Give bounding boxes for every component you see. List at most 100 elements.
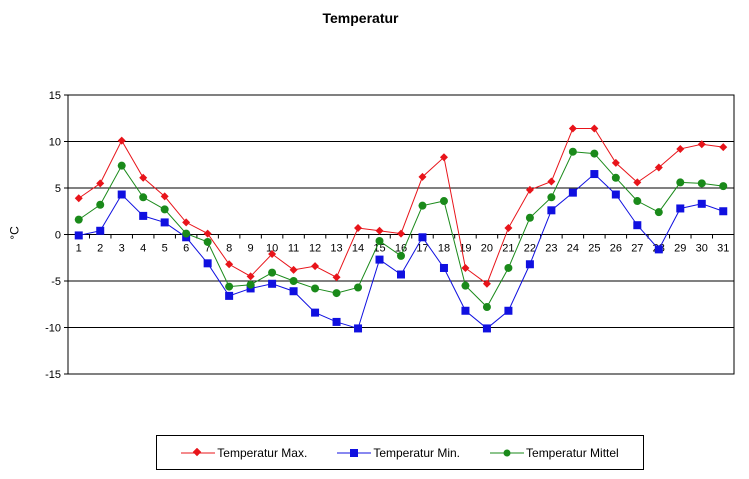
- data-point-max: [439, 153, 448, 162]
- data-point-mittel: [697, 179, 706, 188]
- data-point-min: [354, 324, 363, 333]
- legend: Temperatur Max. Temperatur Min. Temperat…: [156, 435, 644, 470]
- data-point-min: [139, 211, 148, 220]
- x-tick-label: 31: [717, 243, 729, 255]
- data-point-mittel: [375, 237, 384, 246]
- y-tick-label: 0: [55, 230, 61, 242]
- data-point-min: [332, 317, 341, 326]
- data-point-mittel: [203, 237, 212, 246]
- legend-label-max: Temperatur Max.: [217, 445, 308, 460]
- y-tick-label: 5: [55, 183, 61, 195]
- data-point-min: [719, 207, 728, 216]
- data-point-min: [418, 233, 427, 242]
- data-point-max: [74, 194, 83, 203]
- data-point-max: [697, 140, 706, 149]
- data-point-min: [461, 306, 470, 315]
- data-point-max: [354, 223, 363, 232]
- data-point-max: [547, 177, 556, 186]
- data-point-min: [289, 287, 298, 296]
- series-line-0: [78, 127, 724, 285]
- data-point-max: [482, 279, 491, 288]
- x-tick-label: 5: [162, 243, 168, 255]
- x-tick-label: 27: [631, 243, 643, 255]
- x-tick-label: 7: [205, 243, 211, 255]
- data-point-max: [654, 163, 663, 172]
- x-tick-label: 11: [288, 243, 299, 255]
- data-point-mittel: [117, 161, 126, 170]
- data-point-min: [96, 226, 105, 235]
- data-point-mittel: [225, 282, 234, 291]
- x-tick-label: 8: [226, 243, 232, 255]
- data-point-max: [160, 192, 169, 201]
- data-point-mittel: [633, 197, 642, 206]
- x-tick-label: 4: [140, 243, 146, 255]
- data-point-mittel: [719, 182, 728, 191]
- data-point-mittel: [418, 201, 427, 210]
- data-point-mittel: [482, 303, 491, 312]
- data-point-mittel: [461, 281, 470, 290]
- x-tick-label: 1: [76, 243, 82, 255]
- data-point-min: [397, 270, 405, 279]
- data-point-mittel: [676, 178, 685, 187]
- data-point-min: [160, 218, 169, 227]
- legend-marker-max: [181, 447, 216, 456]
- y-tick-label: -10: [45, 323, 61, 335]
- data-point-mittel: [568, 147, 577, 156]
- data-point-min: [439, 263, 448, 272]
- data-point-mittel: [160, 205, 169, 214]
- data-point-min: [225, 291, 234, 300]
- data-point-min: [654, 245, 663, 254]
- data-point-min: [74, 231, 83, 240]
- data-point-mittel: [611, 173, 620, 182]
- y-tick-label: 10: [49, 137, 61, 149]
- data-point-max: [117, 136, 126, 145]
- data-point-min: [375, 255, 384, 264]
- data-point-max: [504, 223, 513, 232]
- data-point-mittel: [246, 280, 255, 289]
- data-point-max: [719, 143, 728, 152]
- legend-item-mittel: Temperatur Mittel: [490, 446, 619, 460]
- data-point-max: [375, 226, 384, 235]
- x-tick-label: 30: [696, 243, 708, 255]
- data-point-max: [461, 263, 470, 272]
- data-point-mittel: [590, 149, 599, 158]
- data-point-max: [418, 172, 427, 181]
- data-point-min: [676, 204, 685, 213]
- data-point-max: [289, 265, 298, 274]
- x-tick-label: 23: [545, 243, 557, 255]
- data-point-min: [482, 324, 491, 333]
- data-point-max: [525, 185, 534, 194]
- legend-label-min: Temperatur Min.: [373, 445, 461, 460]
- y-tick-label: -15: [45, 369, 61, 381]
- legend-marker-min: [337, 448, 372, 457]
- data-point-mittel: [74, 215, 83, 224]
- data-point-mittel: [289, 277, 298, 285]
- x-tick-label: 6: [183, 243, 189, 255]
- data-point-max: [139, 173, 148, 182]
- legend-item-max: Temperatur Max.: [181, 446, 307, 460]
- data-point-min: [504, 306, 513, 315]
- legend-label-mittel: Temperatur Mittel: [526, 445, 619, 460]
- data-point-mittel: [268, 268, 277, 277]
- data-point-mittel: [332, 289, 341, 298]
- data-point-max: [332, 273, 341, 282]
- data-point-mittel: [182, 229, 191, 238]
- data-point-mittel: [525, 213, 534, 222]
- x-tick-label: 14: [352, 243, 364, 255]
- data-point-max: [246, 272, 255, 281]
- x-tick-label: 22: [524, 243, 536, 255]
- x-tick-label: 18: [438, 243, 450, 255]
- data-point-max: [676, 144, 685, 153]
- data-point-max: [611, 158, 620, 167]
- data-point-max: [590, 124, 599, 133]
- data-point-min: [203, 259, 212, 268]
- data-point-max: [203, 229, 212, 238]
- data-point-min: [268, 279, 277, 288]
- data-point-min: [311, 308, 320, 317]
- data-point-mittel: [397, 251, 405, 260]
- data-point-min: [525, 260, 534, 269]
- x-tick-label: 9: [248, 243, 254, 255]
- data-point-max: [225, 260, 234, 269]
- x-tick-label: 10: [266, 243, 278, 255]
